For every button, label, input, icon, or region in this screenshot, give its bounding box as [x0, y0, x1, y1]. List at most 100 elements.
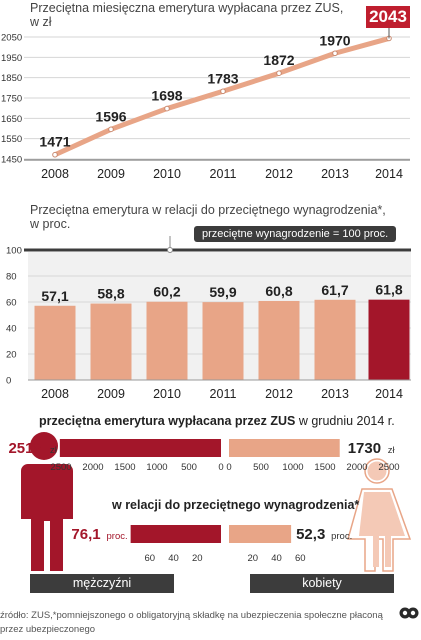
line-ytick-label: 1650 [1, 114, 22, 125]
bar-xtick-label: 2013 [321, 387, 349, 401]
bar-ytick-label: 100 [6, 246, 22, 257]
female-figure [347, 458, 412, 572]
men-pension-bar [59, 439, 222, 457]
line-ytick-label: 2050 [1, 33, 22, 44]
men-pension-tick: 2000 [82, 462, 103, 473]
men-label: mężczyźni [30, 574, 174, 593]
bar-value-label: 60,8 [265, 283, 292, 299]
women-pension-unit: zł [388, 445, 396, 456]
line-ytick-label: 1450 [1, 155, 22, 166]
line-xtick-label: 2008 [41, 167, 69, 181]
line-ytick-label: 1550 [1, 134, 22, 145]
bar [202, 302, 244, 380]
line-point [52, 151, 58, 158]
men-pension-tick: 500 [181, 462, 197, 473]
men-ratio-unit: proc. [107, 531, 128, 542]
women-ratio-bar [229, 525, 292, 543]
line-xtick-label: 2014 [375, 167, 403, 181]
line-xtick-label: 2009 [97, 167, 125, 181]
bar-ytick-label: 0 [6, 376, 11, 387]
women-pension-bar [229, 439, 340, 457]
reference-line-label: przeciętne wynagrodzenie = 100 proc. [194, 226, 397, 242]
line-ytick-label: 1850 [1, 73, 22, 84]
men-pension-tick: 1500 [114, 462, 135, 473]
line-xtick-label: 2012 [265, 167, 293, 181]
bar [34, 305, 76, 380]
chart3-title-suffix: w grudniu 2014 r. [298, 414, 395, 428]
line-point [220, 88, 226, 95]
bar [314, 299, 356, 380]
men-ratio-tick: 60 [144, 553, 155, 564]
chart2-subtitle: w proc. [30, 217, 71, 231]
chart1-highlight-value: 2043 [366, 6, 410, 28]
male-figure [21, 432, 73, 571]
line-value-label: 1471 [39, 134, 70, 150]
source-line-2: przez ubezpieczonego [0, 624, 96, 635]
women-pension-tick: 2000 [346, 462, 367, 473]
men-ratio-value: 76,1 [71, 526, 100, 543]
bar-xtick-label: 2010 [153, 387, 181, 401]
bar-value-label: 59,9 [209, 284, 236, 300]
women-ratio-unit: proc. [331, 531, 352, 542]
bar [368, 299, 410, 380]
women-label: kobiety [250, 574, 394, 593]
line-ytick-label: 1750 [1, 94, 22, 105]
bar-value-label: 57,1 [41, 288, 68, 304]
women-pension-tick: 0 [226, 462, 231, 473]
line-point [108, 126, 114, 133]
bar-ytick-label: 40 [6, 324, 17, 335]
men-pension-unit: zł [50, 445, 58, 456]
line-ytick-label: 1950 [1, 53, 22, 64]
bar-ytick-label: 20 [6, 350, 17, 361]
pap-logo [399, 606, 419, 620]
women-ratio-tick: 40 [271, 553, 282, 564]
chart4-title: w relacji do przeciętnego wynagrodzenia* [112, 498, 360, 512]
line-xtick-label: 2010 [153, 167, 181, 181]
bar-xtick-label: 2011 [210, 387, 237, 401]
line-point [332, 50, 338, 57]
line-value-label: 1872 [263, 52, 294, 68]
bar-xtick-label: 2009 [97, 387, 125, 401]
chart3-title: przeciętna emerytura wypłacana przez ZUS [39, 414, 296, 428]
bar [258, 300, 300, 380]
line-value-label: 1698 [151, 88, 182, 104]
line-chart: 1450 1550 1650 1750 1850 1950 2050 1471 2008 1596… [1, 28, 410, 181]
bar [90, 303, 132, 380]
line-point [276, 70, 282, 76]
bar-value-label: 60,2 [153, 284, 180, 300]
women-pension-tick: 2500 [378, 462, 399, 473]
chart3-title-row: przeciętna emerytura wypłacana przez ZUS… [39, 414, 395, 428]
chart1-title: Przeciętna miesięczna emerytura wypłacan… [30, 1, 344, 15]
bar-value-label: 58,8 [97, 286, 124, 302]
bar-xtick-label: 2014 [375, 387, 403, 401]
men-ratio-tick: 20 [192, 553, 203, 564]
bar-xtick-label: 2012 [265, 387, 293, 401]
line-value-label: 1596 [95, 108, 126, 124]
chart1-subtitle: w zł [30, 15, 52, 29]
women-pension-value: 1730 [348, 440, 381, 457]
bar-value-label: 61,7 [321, 282, 348, 298]
men-ratio-tick: 40 [168, 553, 179, 564]
men-pension-tick: 0 [218, 462, 223, 473]
women-ratio-tick: 20 [247, 553, 258, 564]
women-pension-tick: 500 [253, 462, 269, 473]
line-value-label: 1783 [207, 70, 238, 86]
line-xtick-label: 2013 [321, 167, 349, 181]
line-value-label: 1970 [319, 32, 350, 48]
bar-chart: 0 20 40 60 80 100 57,1 2008 58,8 2009 60,2 2010 59,9… [6, 236, 411, 401]
women-ratio-value: 52,3 [296, 526, 325, 543]
line-point [164, 105, 170, 112]
reference-dot [167, 247, 173, 253]
men-pension-tick: 1000 [146, 462, 167, 473]
women-pension-tick: 1500 [314, 462, 335, 473]
bar-value-label: 61,8 [375, 282, 402, 298]
men-pension-value: 2518 [8, 440, 41, 457]
line-xtick-label: 2011 [210, 167, 237, 181]
women-ratio-tick: 60 [295, 553, 306, 564]
chart2-title: Przeciętna emerytura w relacji do przeci… [30, 203, 386, 217]
bar-ytick-label: 60 [6, 298, 17, 309]
source-line-1: źródło: ZUS,*pomniejszonego o obligatory… [0, 610, 383, 621]
women-pension-tick: 1000 [282, 462, 303, 473]
